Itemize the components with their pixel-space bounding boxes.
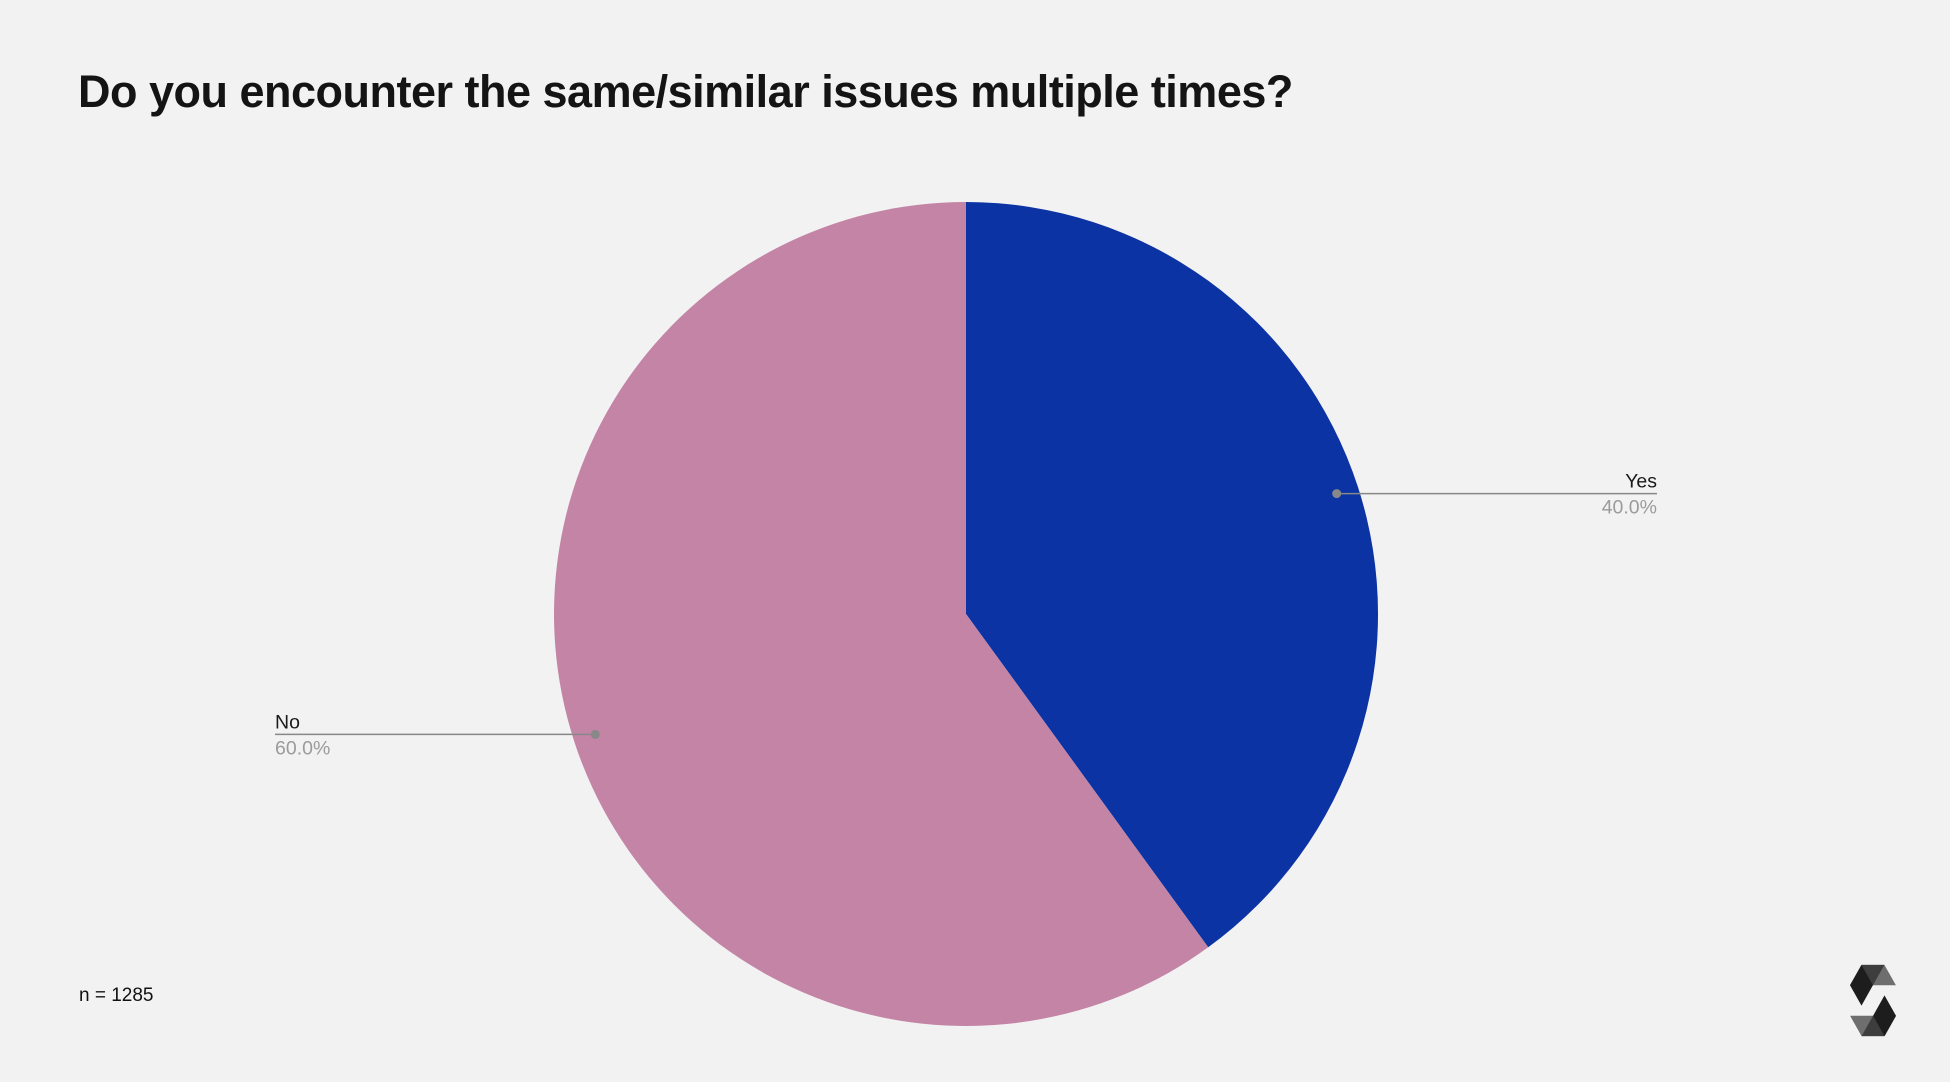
slice-percent-yes: 40.0% [1602, 497, 1657, 519]
chart-title: Do you encounter the same/similar issues… [78, 66, 1293, 117]
solidity-logo [1850, 964, 1896, 1037]
logo-right-diamond-dark [1873, 995, 1896, 1037]
leader-dot-no [590, 729, 600, 739]
logo-left-diamond-dark [1850, 964, 1873, 1006]
pie-slice-yes [966, 202, 1379, 948]
sample-size-label: n = 1285 [79, 985, 154, 1006]
slice-label-yes: Yes [1625, 471, 1657, 493]
pie-slice-no [554, 202, 1209, 1026]
slice-percent-no: 60.0% [275, 737, 330, 759]
slice-label-no: No [275, 711, 300, 733]
leader-dot-yes [1332, 489, 1342, 499]
